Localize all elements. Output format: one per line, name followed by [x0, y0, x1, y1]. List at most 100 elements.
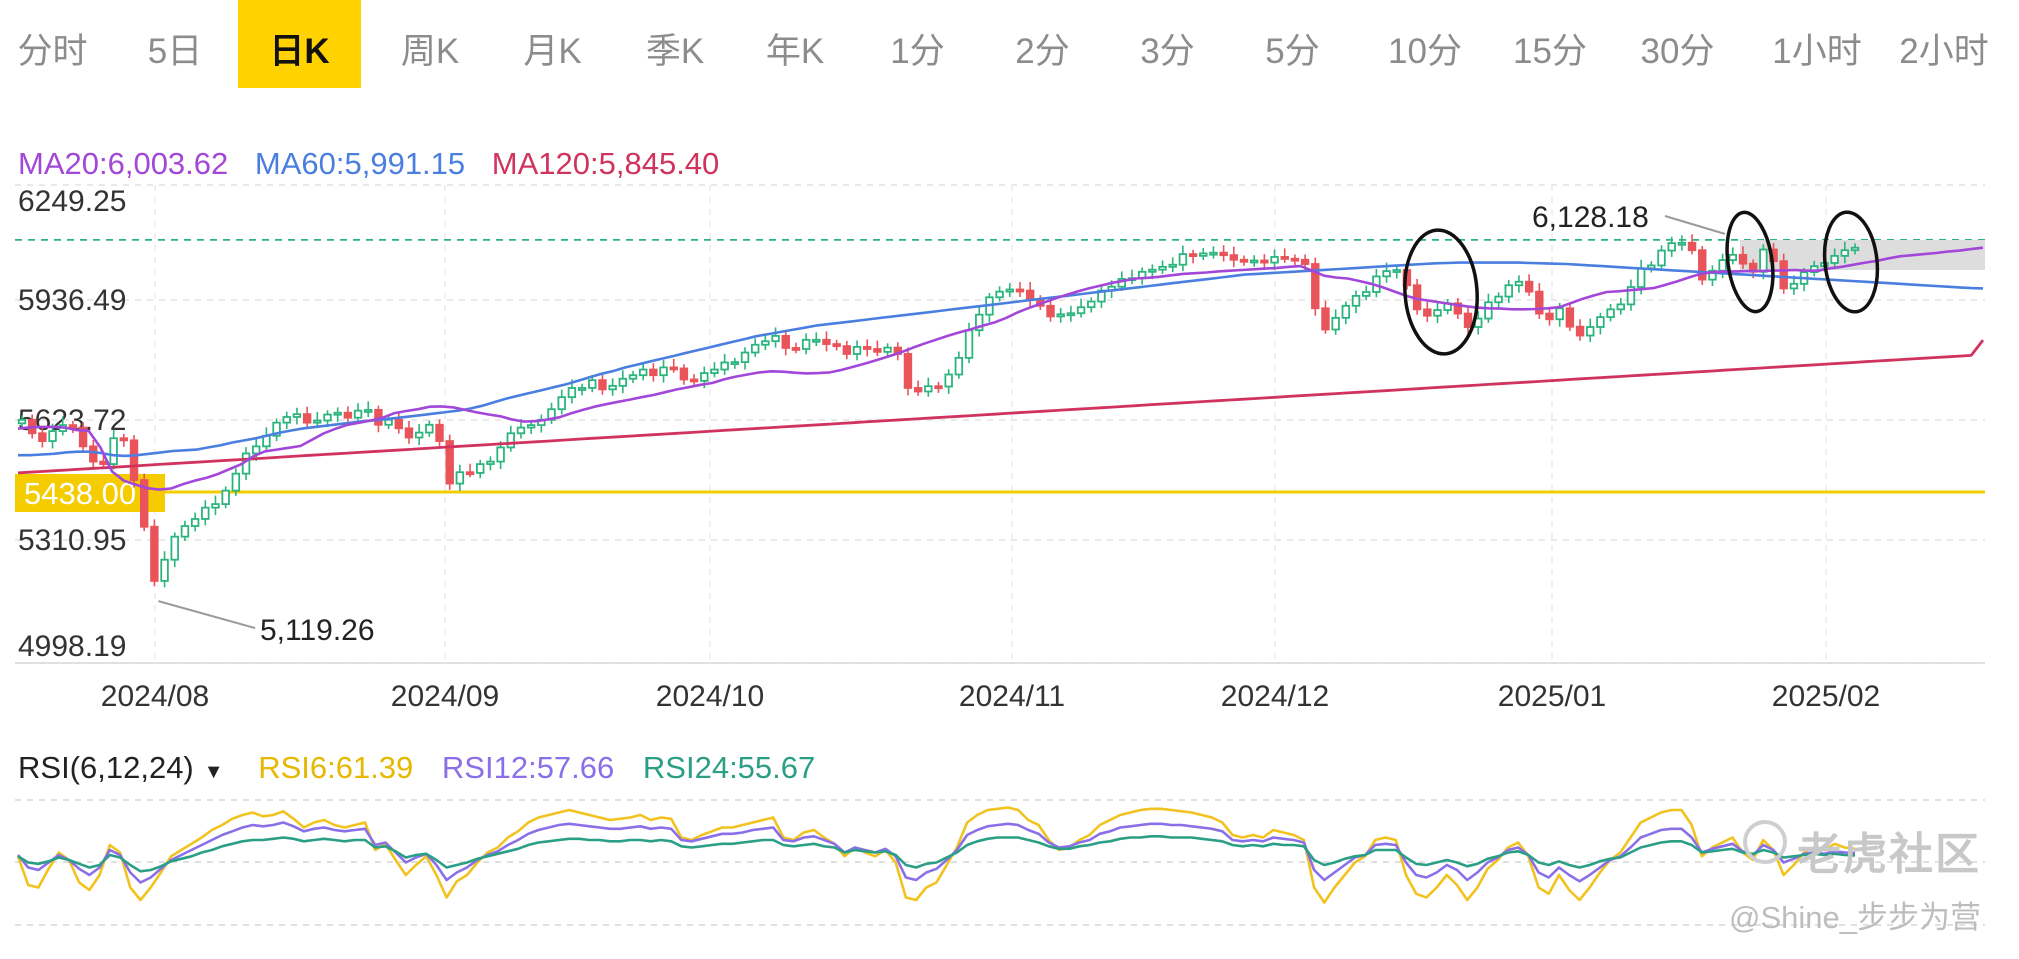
tab-9[interactable]: 3分: [1140, 32, 1195, 71]
tab-6[interactable]: 年K: [765, 32, 825, 71]
candle-down: [150, 525, 159, 582]
candle-up: [496, 446, 505, 463]
candle-down: [465, 471, 475, 476]
dropdown-triangle-icon[interactable]: ▼: [203, 761, 224, 783]
tab-5[interactable]: 季K: [645, 32, 705, 71]
candle-up: [190, 518, 200, 527]
tab-15[interactable]: 2小时: [1899, 32, 1989, 71]
ma60-label: MA60:5,991.15: [254, 146, 466, 181]
candle-up: [771, 334, 780, 343]
candle-up: [48, 430, 57, 442]
candle-up: [221, 489, 230, 505]
candle-up: [526, 424, 536, 429]
tab-11[interactable]: 10分: [1388, 32, 1462, 71]
candle-down: [1219, 251, 1228, 257]
candle-up: [750, 343, 760, 354]
candle-up: [1494, 295, 1503, 304]
watermark-credit: @Shine_步步为营: [1729, 900, 1981, 935]
rsi24-label: RSI24:55.67: [642, 750, 816, 785]
tab-2[interactable]: 日K: [238, 0, 361, 88]
x-tick-label: 2024/10: [656, 680, 764, 713]
tab-1[interactable]: 5日: [147, 32, 203, 71]
candle-up: [638, 368, 648, 377]
ma60-line: [18, 261, 1984, 458]
candle-up: [1596, 316, 1605, 328]
candle-down: [1311, 263, 1320, 310]
candle-up: [1667, 242, 1676, 252]
reference-price-label: 5438.00: [24, 476, 136, 511]
candle-up: [1810, 265, 1819, 274]
x-tick-label: 2025/01: [1498, 680, 1606, 713]
candle-down: [1453, 302, 1463, 315]
candle-down: [1738, 253, 1748, 265]
candle-down: [689, 378, 699, 383]
candle-up: [1361, 291, 1371, 297]
candle-down: [863, 345, 872, 350]
candle-up: [557, 396, 566, 411]
candle-down: [38, 432, 47, 442]
candle-down: [1524, 280, 1534, 293]
rsi24-line: [17, 835, 1856, 873]
candle-up: [414, 431, 424, 439]
candle-up: [628, 374, 638, 380]
x-tick-label: 2024/12: [1221, 680, 1329, 713]
tab-12[interactable]: 15分: [1513, 32, 1587, 71]
tab-7[interactable]: 1分: [890, 32, 945, 71]
candle-up: [201, 506, 210, 520]
candle-up: [506, 432, 516, 449]
candle-down: [1321, 307, 1330, 331]
x-tick-label: 2024/11: [959, 680, 1065, 713]
candle-up: [995, 290, 1004, 299]
candle-down: [913, 387, 923, 393]
tab-10[interactable]: 5分: [1265, 32, 1320, 71]
candle-up: [659, 366, 668, 377]
ma120-line: [17, 339, 1985, 475]
candle-up: [1178, 253, 1188, 266]
candle-up: [1636, 267, 1646, 288]
candle-down: [1698, 249, 1707, 281]
tab-14[interactable]: 1小时: [1772, 32, 1862, 71]
candle-down: [934, 385, 943, 390]
candle-up: [608, 384, 617, 391]
candle-down: [1188, 253, 1198, 257]
candle-up: [710, 368, 719, 374]
candle-down: [302, 413, 312, 424]
y-tick-label: 4998.19: [18, 630, 126, 663]
candle-up: [1270, 256, 1279, 264]
candle-up: [1148, 268, 1157, 273]
candle-down: [873, 348, 882, 353]
y-tick-label: 5310.95: [18, 524, 126, 557]
candle-up: [1066, 312, 1076, 317]
rsi-indicator-selector[interactable]: RSI(6,12,24): [18, 750, 194, 785]
candle-up: [364, 409, 373, 413]
candle-down: [139, 479, 149, 528]
tab-4[interactable]: 月K: [523, 32, 582, 71]
x-tick-label: 2025/02: [1772, 680, 1880, 713]
tab-13[interactable]: 30分: [1640, 32, 1715, 71]
candle-down: [1046, 304, 1055, 318]
candle-down: [404, 427, 414, 439]
candle-up: [812, 338, 821, 343]
tab-8[interactable]: 2分: [1015, 32, 1070, 71]
candle-up: [1076, 306, 1086, 315]
candle-up: [1158, 265, 1167, 271]
tab-3[interactable]: 周K: [400, 32, 460, 71]
ma20-line: [17, 246, 1984, 491]
candle-up: [455, 471, 465, 485]
candle-down: [1260, 259, 1269, 264]
candle-down: [791, 347, 801, 351]
candle-up: [313, 419, 322, 424]
y-tick-label: 5936.49: [18, 284, 126, 317]
candle-up: [170, 535, 179, 561]
candle-down: [832, 343, 841, 348]
candle-up: [720, 361, 729, 371]
candle-up: [1087, 300, 1096, 309]
tab-0[interactable]: 分时: [17, 32, 88, 71]
candle-up: [954, 356, 964, 376]
candle-up: [1728, 253, 1738, 262]
candle-up: [1830, 254, 1839, 264]
candle-down: [1575, 325, 1585, 337]
candle-down: [1463, 312, 1473, 328]
candle-up: [1677, 241, 1687, 246]
